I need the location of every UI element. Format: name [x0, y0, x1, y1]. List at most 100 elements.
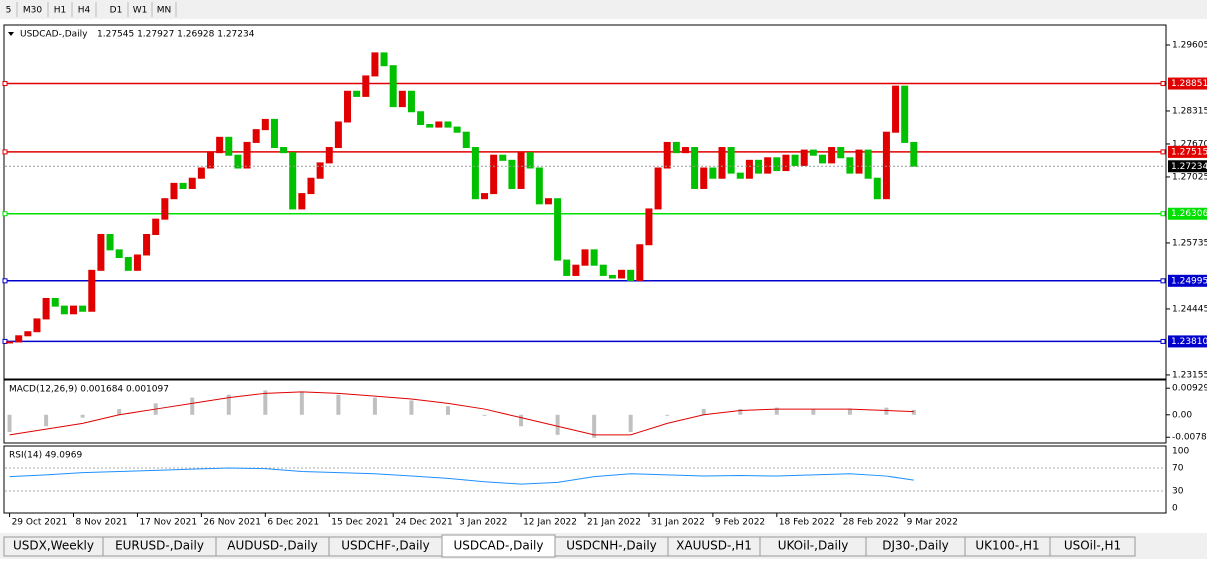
timeframe-button[interactable]: W1: [133, 6, 148, 16]
x-tick-label: 15 Dec 2021: [331, 518, 389, 528]
candle-body: [837, 147, 845, 159]
x-tick-label: 28 Feb 2022: [843, 518, 899, 528]
macd-bar: [701, 409, 706, 415]
tab-label[interactable]: XAUUSD-,H1: [676, 539, 752, 553]
candle-body: [517, 152, 525, 189]
macd-pane: [3, 379, 1167, 444]
x-tick-label: 24 Dec 2021: [395, 518, 453, 528]
candle-body: [782, 154, 790, 172]
candle-body: [490, 154, 498, 195]
line-handle: [2, 211, 8, 217]
macd-signal: [9, 391, 914, 436]
candle-body: [170, 182, 178, 200]
tab-label[interactable]: USDCAD-,Daily: [454, 539, 544, 553]
macd-bar: [263, 390, 268, 415]
candle-body: [225, 136, 233, 156]
candle-body: [608, 274, 616, 279]
candle-body: [444, 121, 452, 128]
candle-body: [691, 147, 699, 189]
tab-label[interactable]: USDCHF-,Daily: [341, 539, 429, 553]
candle-body: [353, 90, 361, 97]
candle-body: [15, 335, 23, 343]
candle-body: [508, 159, 516, 189]
y-tick-label: 1.24445: [1172, 304, 1207, 314]
last-price-box: [1168, 160, 1207, 173]
candle-body: [645, 208, 653, 246]
timeframe-button[interactable]: H1: [54, 6, 67, 16]
x-tick-label: 9 Feb 2022: [715, 518, 765, 528]
x-tick-label: 12 Jan 2022: [523, 518, 577, 528]
candle-body: [590, 249, 598, 266]
macd-bar: [336, 394, 341, 415]
candle-body: [362, 75, 370, 97]
candle-body: [234, 154, 242, 169]
macd-bar: [44, 414, 49, 427]
macd-bar: [884, 407, 889, 415]
candle-body: [800, 149, 808, 166]
candle-body: [773, 157, 781, 172]
candle-body: [344, 90, 352, 123]
macd-bar: [7, 414, 12, 432]
line-handle: [2, 149, 8, 155]
candle-body: [618, 269, 626, 279]
candle-body: [809, 149, 817, 156]
candle-body: [718, 147, 726, 179]
macd-bar: [226, 394, 231, 415]
tab-label[interactable]: UK100-,H1: [975, 539, 1039, 553]
tab-label[interactable]: UKOil-,Daily: [778, 539, 849, 553]
line-handle: [1160, 211, 1166, 217]
tab-label[interactable]: USOil-,H1: [1064, 539, 1121, 553]
y-tick-label: 1.23155: [1172, 370, 1207, 380]
tab-label[interactable]: AUDUSD-,Daily: [227, 539, 317, 553]
tab-label[interactable]: USDCNH-,Daily: [566, 539, 657, 553]
candle-body: [764, 157, 772, 174]
candle-body: [24, 331, 32, 337]
candle-body: [654, 167, 662, 210]
candle-body: [161, 198, 169, 220]
candle-body: [124, 257, 132, 271]
macd-bar: [409, 400, 414, 415]
candle-body: [910, 141, 918, 167]
candle-body: [736, 172, 744, 179]
candle-body: [197, 167, 205, 179]
candle-body: [727, 147, 735, 174]
candle-body: [307, 177, 315, 195]
candle-body: [152, 218, 160, 236]
x-tick-label: 18 Feb 2022: [779, 518, 835, 528]
x-tick-label: 26 Nov 2021: [203, 518, 261, 528]
candle-body: [709, 167, 717, 179]
candle-body: [133, 254, 141, 271]
tab[interactable]: [1049, 536, 1136, 557]
y-tick-label: 1.27025: [1172, 172, 1207, 182]
candle-body: [371, 52, 379, 77]
tab-label[interactable]: DJ30-,Daily: [882, 539, 949, 553]
y-tick-label: 1.25735: [1172, 238, 1207, 248]
candle-body: [143, 234, 151, 256]
candle-body: [115, 249, 123, 259]
candle-body: [818, 154, 826, 164]
toolbar: [0, 0, 1207, 19]
candle-body: [627, 269, 635, 282]
timeframe-button[interactable]: MN: [157, 6, 172, 16]
candle-body: [280, 147, 288, 154]
tab-label[interactable]: USDX,Weekly: [13, 539, 94, 553]
macd-bar: [847, 408, 852, 415]
timeframe-button[interactable]: D1: [110, 6, 123, 16]
tab-label[interactable]: EURUSD-,Daily: [115, 539, 204, 553]
timeframe-button[interactable]: H4: [78, 6, 91, 16]
candle-body: [398, 90, 406, 108]
macd-bar: [911, 409, 916, 415]
x-tick-label: 3 Jan 2022: [459, 518, 507, 528]
candle-body: [33, 318, 41, 333]
macd-bar: [445, 406, 450, 415]
timeframe-button[interactable]: M30: [23, 6, 42, 16]
y-tick-label: 1.28315: [1172, 106, 1207, 116]
candle-body: [334, 121, 342, 149]
candle-body: [426, 124, 434, 128]
timeframe-button[interactable]: 5: [6, 6, 12, 16]
macd-tick-label: 0.009293: [1172, 384, 1207, 394]
candle-body: [407, 90, 415, 113]
candle-body: [526, 152, 534, 169]
line-handle: [2, 338, 8, 344]
